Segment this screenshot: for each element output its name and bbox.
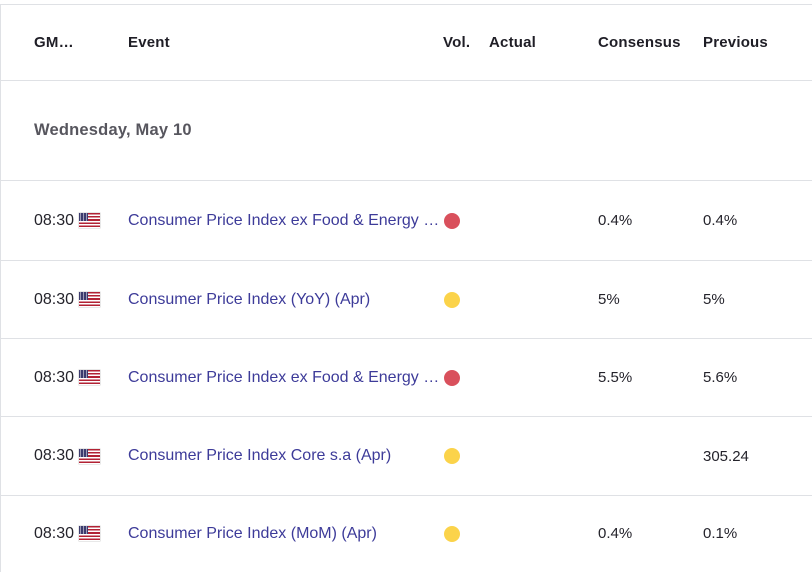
previous-value: 305.24	[703, 447, 749, 465]
gmt-cell: 08:30	[34, 525, 128, 543]
col-header-consensus: Consensus	[598, 34, 681, 51]
gmt-cell: 08:30	[34, 212, 128, 230]
flag-canton	[79, 292, 89, 300]
col-header-event: Event	[128, 34, 170, 51]
vol-cell	[443, 525, 489, 542]
date-header: Wednesday, May 10	[1, 81, 812, 181]
event-name-link[interactable]: Consumer Price Index ex Food & Energy …	[128, 368, 440, 386]
col-header-vol: Vol.	[443, 34, 471, 51]
col-header-actual: Actual	[489, 34, 537, 51]
volatility-medium-dot	[444, 525, 460, 542]
event-time: 08:30	[34, 211, 75, 229]
volatility-high-dot	[444, 212, 460, 229]
table-row[interactable]: 08:30 Consumer Price Index Core s.a (Apr…	[1, 417, 812, 496]
consensus-value: 0.4%	[598, 212, 633, 229]
event-time: 08:30	[34, 447, 75, 464]
us-flag-icon	[79, 213, 101, 228]
event-name-link[interactable]: Consumer Price Index (YoY) (Apr)	[128, 290, 371, 308]
us-flag-icon	[79, 292, 101, 307]
event-time: 08:30	[34, 524, 75, 542]
us-flag-icon	[79, 526, 101, 541]
table-row[interactable]: 08:30 Consumer Price Index ex Food & Ene…	[1, 181, 812, 261]
event-name-link[interactable]: Consumer Price Index (MoM) (Apr)	[128, 524, 377, 542]
table-row[interactable]: 08:30 Consumer Price Index ex Food & Ene…	[1, 339, 812, 417]
flag-canton	[79, 213, 89, 221]
table-row[interactable]: 08:30 Consumer Price Index (YoY) (Apr) 5…	[1, 261, 812, 339]
previous-value: 5.6%	[703, 369, 738, 386]
event-name-link[interactable]: Consumer Price Index ex Food & Energy …	[128, 211, 440, 229]
event-time: 08:30	[34, 368, 75, 386]
table-row[interactable]: 08:30 Consumer Price Index (MoM) (Apr) 0…	[1, 496, 812, 571]
flag-canton	[79, 370, 89, 378]
col-header-previous: Previous	[703, 34, 768, 51]
date-header-label: Wednesday, May 10	[34, 121, 192, 139]
gmt-cell: 08:30	[34, 369, 128, 387]
previous-value: 0.4%	[703, 212, 738, 229]
event-name-link[interactable]: Consumer Price Index Core s.a (Apr)	[128, 447, 392, 464]
vol-cell	[443, 291, 489, 308]
gmt-cell: 08:30	[34, 447, 128, 465]
previous-value: 5%	[703, 291, 725, 308]
volatility-medium-dot	[444, 291, 460, 308]
flag-canton	[79, 526, 89, 534]
volatility-high-dot	[444, 369, 460, 386]
vol-cell	[443, 212, 489, 229]
us-flag-icon	[79, 448, 101, 464]
col-header-gmt: GM…	[34, 34, 74, 51]
event-time: 08:30	[34, 290, 75, 308]
previous-value: 0.1%	[703, 525, 738, 542]
economic-calendar-table: GM… Event Vol. Actual Consensus Previous…	[0, 4, 812, 572]
vol-cell	[443, 448, 489, 464]
consensus-value: 5.5%	[598, 369, 633, 386]
table-header-row: GM… Event Vol. Actual Consensus Previous	[1, 4, 812, 81]
vol-cell	[443, 369, 489, 386]
gmt-cell: 08:30	[34, 291, 128, 309]
flag-canton	[79, 448, 89, 457]
volatility-medium-dot	[444, 448, 460, 464]
consensus-value: 0.4%	[598, 525, 633, 542]
consensus-value: 5%	[598, 291, 620, 308]
us-flag-icon	[79, 370, 101, 385]
